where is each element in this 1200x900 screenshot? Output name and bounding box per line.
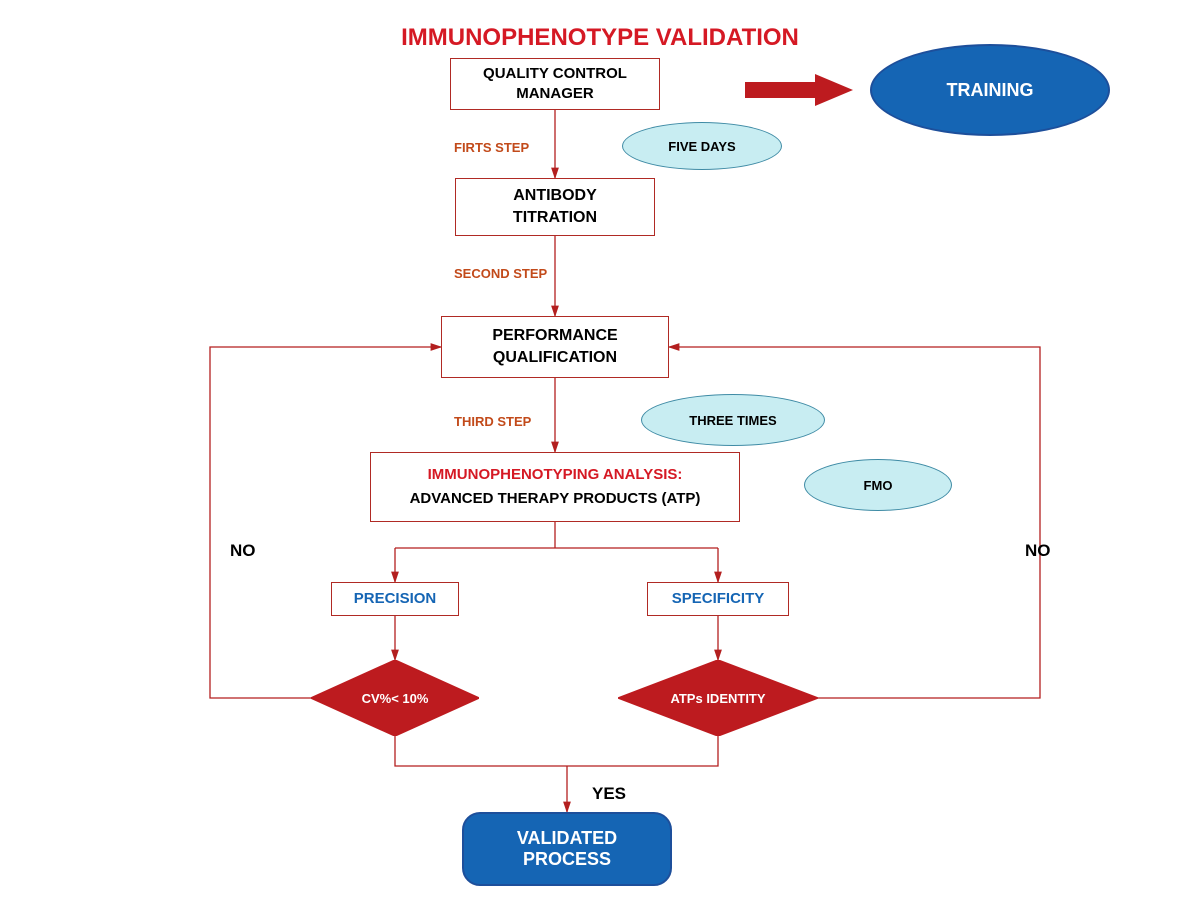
- node-label: PRECISION: [354, 589, 437, 609]
- step-label-first: FIRTS STEP: [454, 140, 529, 155]
- node-antibody-titration: ANTIBODYTITRATION: [455, 178, 655, 236]
- annotation-five-days: FIVE DAYS: [622, 122, 782, 170]
- step-label-second: SECOND STEP: [454, 266, 547, 281]
- annotation-three-times: THREE TIMES: [641, 394, 825, 446]
- decision-cv-threshold: CV%< 10%: [311, 660, 479, 736]
- node-label: TRAINING: [947, 80, 1034, 101]
- decision-label: CV%< 10%: [311, 660, 479, 736]
- decision-label: ATPs IDENTITY: [618, 660, 818, 736]
- connector-line: [395, 736, 718, 766]
- node-validated-process: VALIDATEDPROCESS: [462, 812, 672, 886]
- step-label-third: THIRD STEP: [454, 414, 531, 429]
- connector-line: [210, 347, 441, 698]
- node-specificity: SPECIFICITY: [647, 582, 789, 616]
- node-immunophenotyping-analysis: IMMUNOPHENOTYPING ANALYSIS: ADVANCED THE…: [370, 452, 740, 522]
- annotation-fmo: FMO: [804, 459, 952, 511]
- edge-label-no-right: NO: [1025, 541, 1051, 561]
- node-quality-control-manager: QUALITY CONTROLMANAGER: [450, 58, 660, 110]
- analysis-line-1: IMMUNOPHENOTYPING ANALYSIS:: [428, 465, 683, 485]
- analysis-line-2: ADVANCED THERAPY PRODUCTS (ATP): [410, 489, 701, 509]
- edge-label-yes: YES: [592, 784, 626, 804]
- node-label: PERFORMANCEQUALIFICATION: [492, 325, 617, 368]
- node-label: QUALITY CONTROLMANAGER: [483, 64, 627, 105]
- diagram-title: IMMUNOPHENOTYPE VALIDATION: [340, 24, 860, 52]
- node-label: FMO: [864, 478, 893, 493]
- decision-atp-identity: ATPs IDENTITY: [618, 660, 818, 736]
- node-precision: PRECISION: [331, 582, 459, 616]
- node-label: ANTIBODYTITRATION: [513, 185, 597, 228]
- arrow-to-training-icon: [745, 72, 855, 113]
- arrow-shape: [745, 74, 853, 106]
- node-label: VALIDATEDPROCESS: [517, 828, 617, 870]
- flow-connectors: [0, 0, 1200, 900]
- node-label: THREE TIMES: [689, 413, 776, 428]
- node-label: SPECIFICITY: [672, 589, 765, 609]
- node-training: TRAINING: [870, 44, 1110, 136]
- node-performance-qualification: PERFORMANCEQUALIFICATION: [441, 316, 669, 378]
- node-label: FIVE DAYS: [668, 139, 735, 154]
- edge-label-no-left: NO: [230, 541, 256, 561]
